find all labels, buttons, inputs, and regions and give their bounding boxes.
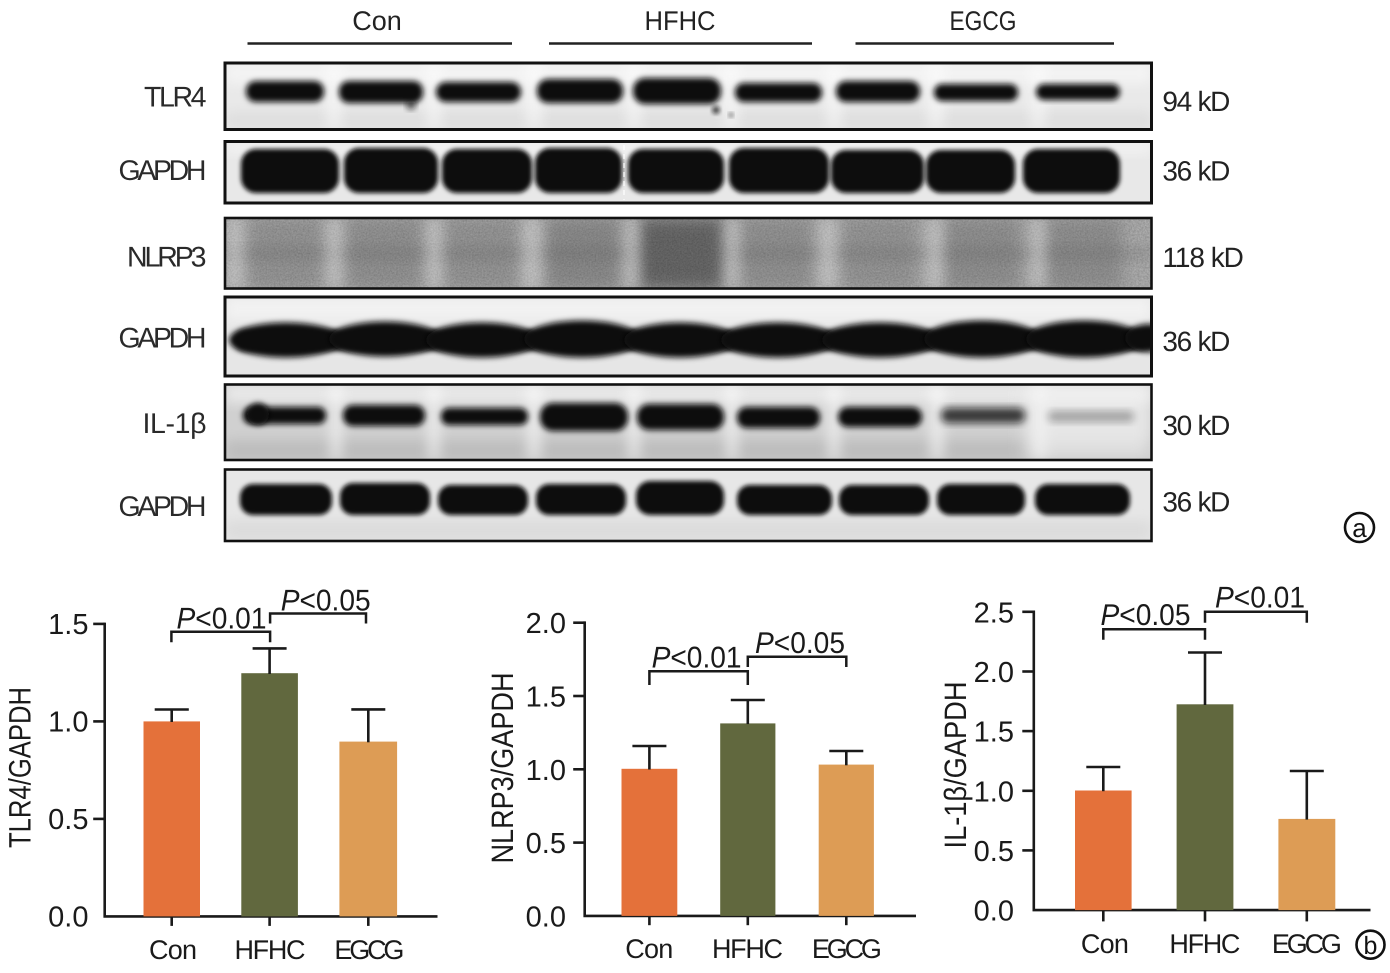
svg-text:IL-1β: IL-1β [143,408,207,440]
svg-text:1.0: 1.0 [48,707,88,739]
svg-text:118 kD: 118 kD [1162,242,1244,273]
svg-text:P<0.01: P<0.01 [652,642,742,675]
svg-text:Con: Con [149,935,197,965]
svg-text:1.0: 1.0 [526,755,566,787]
svg-text:a: a [1352,513,1367,543]
svg-text:0.0: 0.0 [974,896,1014,928]
svg-text:P<0.01: P<0.01 [1215,582,1305,615]
svg-text:HFHC: HFHC [235,935,306,965]
svg-text:TLR4/GAPDH: TLR4/GAPDH [3,687,38,848]
svg-text:NLRP3: NLRP3 [127,242,207,274]
svg-text:0.5: 0.5 [974,836,1014,868]
svg-text:0.0: 0.0 [526,901,566,933]
svg-text:GAPDH: GAPDH [119,323,207,355]
svg-text:2.0: 2.0 [974,657,1014,689]
svg-text:P<0.05: P<0.05 [755,627,845,660]
svg-text:2.0: 2.0 [526,608,566,640]
svg-text:36 kD: 36 kD [1162,487,1230,518]
svg-text:0.5: 0.5 [526,828,566,860]
svg-text:Con: Con [352,6,402,36]
svg-text:1.0: 1.0 [974,776,1014,808]
svg-text:HFHC: HFHC [645,6,716,36]
svg-text:IL-1β/GAPDH: IL-1β/GAPDH [938,682,973,849]
svg-text:GAPDH: GAPDH [119,491,207,523]
svg-text:94 kD: 94 kD [1162,86,1230,117]
svg-text:Con: Con [1081,929,1129,959]
svg-text:36 kD: 36 kD [1162,155,1230,186]
svg-text:EGCG: EGCG [950,6,1017,36]
svg-text:P<0.05: P<0.05 [281,585,371,618]
svg-text:Con: Con [625,934,673,964]
svg-text:1.5: 1.5 [48,609,88,641]
svg-text:30 kD: 30 kD [1162,410,1230,441]
svg-text:GAPDH: GAPDH [119,155,207,187]
svg-text:36 kD: 36 kD [1162,326,1230,357]
svg-text:EGCG: EGCG [812,934,882,964]
svg-text:b: b [1364,932,1378,960]
svg-text:HFHC: HFHC [712,934,783,964]
svg-text:EGCG: EGCG [334,935,404,965]
svg-text:TLR4: TLR4 [144,82,207,114]
svg-text:P<0.01: P<0.01 [177,603,267,636]
svg-text:0.5: 0.5 [48,804,88,836]
svg-text:1.5: 1.5 [526,682,566,714]
svg-text:2.5: 2.5 [974,597,1014,629]
svg-text:0.0: 0.0 [48,902,88,934]
svg-text:1.5: 1.5 [974,717,1014,749]
svg-text:HFHC: HFHC [1169,929,1240,959]
svg-text:P<0.05: P<0.05 [1101,599,1191,632]
svg-text:NLRP3/GAPDH: NLRP3/GAPDH [485,673,520,864]
svg-text:EGCG: EGCG [1272,929,1342,959]
